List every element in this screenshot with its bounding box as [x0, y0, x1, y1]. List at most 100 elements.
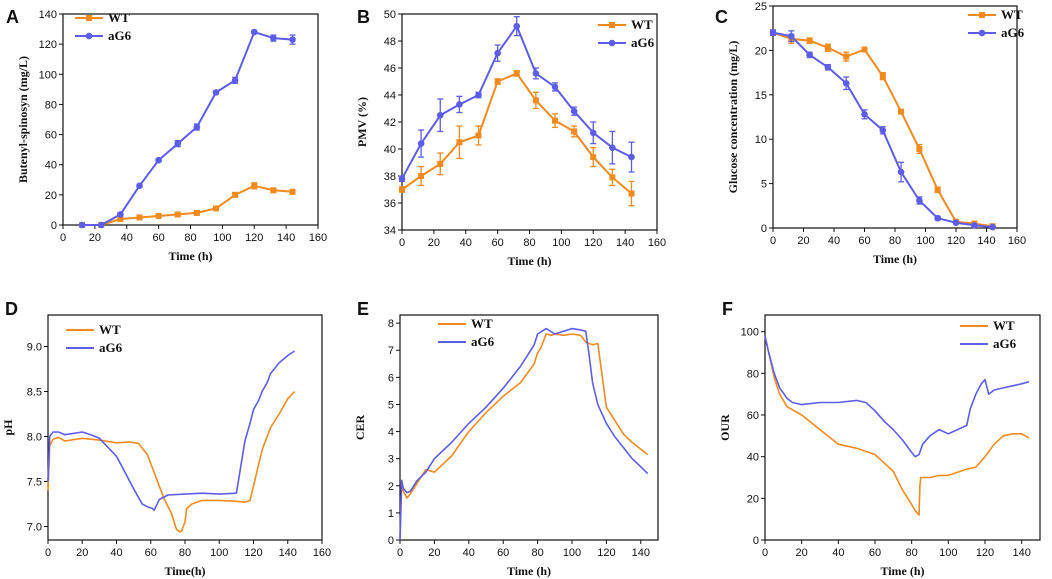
series-wt	[764, 335, 1030, 516]
data-point	[212, 89, 220, 96]
legend: WT aG6	[438, 316, 495, 349]
series-line	[47, 350, 296, 512]
data-point	[769, 29, 777, 36]
data-point	[456, 139, 463, 146]
y-tick-label: 20	[45, 190, 57, 202]
x-axis-label: Time(h)	[164, 564, 205, 578]
x-axis-label: Time (h)	[507, 254, 551, 268]
x-tick-label: 20	[796, 547, 808, 559]
data-point	[551, 83, 559, 91]
y-tick-label: 100	[741, 327, 759, 339]
x-tick-label: 100	[939, 547, 957, 559]
y-tick-label: 7.0	[27, 522, 42, 534]
x-axis-label: Time (h)	[507, 564, 551, 578]
y-tick-label: 50	[384, 9, 396, 21]
data-point	[174, 211, 181, 218]
x-tick-label: 140	[279, 547, 297, 559]
panel-c: 0 20 40 60 80 100 120 140 160 0 5 10 15 20 25 Time (h) G…	[715, 1, 1026, 266]
data-point	[532, 97, 539, 104]
x-tick-label: 80	[184, 232, 196, 244]
data-point	[897, 168, 905, 176]
legend: WT aG6	[968, 7, 1025, 40]
y-tick-label: 46	[384, 63, 396, 75]
y-axis-label: pH	[1, 419, 15, 436]
data-point	[117, 211, 124, 218]
x-tick-label: 80	[906, 547, 918, 559]
data-point	[136, 182, 143, 190]
x-tick-label: 40	[832, 547, 844, 559]
data-point	[788, 32, 795, 40]
series-line	[764, 335, 1030, 516]
y-tick-label: 100	[39, 69, 57, 81]
data-point	[437, 160, 444, 167]
data-point	[155, 212, 162, 219]
data-point	[879, 127, 887, 134]
panel-letter: C	[715, 7, 728, 27]
x-tick-label: 100	[916, 235, 934, 247]
series-ag6	[47, 350, 296, 512]
y-axis-label: OUR	[718, 414, 732, 441]
series-ag6	[78, 28, 296, 229]
x-tick-label: 0	[45, 547, 51, 559]
x-tick-label: 80	[889, 235, 901, 247]
y-tick-label: 3	[388, 454, 394, 466]
x-tick-label: 100	[213, 232, 231, 244]
legend-label: WT	[631, 17, 653, 32]
data-point	[842, 79, 850, 87]
legend: WT aG6	[598, 17, 655, 50]
series-line	[399, 327, 649, 541]
x-tick-label: 80	[179, 547, 191, 559]
y-tick-label: 36	[384, 198, 396, 210]
panel-b: 0 20 40 60 80 100 120 140 160 34 36 38 40 42 44 46 48 50 T…	[355, 7, 666, 268]
x-tick-label: 120	[245, 232, 263, 244]
x-tick-label: 40	[828, 235, 840, 247]
series-line	[399, 333, 649, 541]
y-tick-label: 0	[753, 535, 759, 547]
legend-label: WT	[471, 316, 493, 331]
x-tick-label: 20	[428, 237, 440, 249]
y-tick-label: 7	[388, 345, 394, 357]
series-ag6	[399, 327, 649, 541]
legend: WT aG6	[75, 10, 132, 43]
data-point	[136, 214, 143, 221]
legend-label: aG6	[631, 35, 655, 50]
y-tick-label: 0	[761, 223, 767, 235]
x-tick-label: 0	[399, 237, 405, 249]
data-point	[590, 154, 597, 161]
y-tick-label: 60	[45, 130, 57, 142]
y-tick-label: 40	[747, 452, 759, 464]
legend-marker	[608, 39, 616, 47]
data-point	[971, 222, 978, 229]
data-point	[193, 209, 200, 216]
x-axis-label: Time (h)	[168, 249, 212, 263]
data-point	[475, 132, 482, 139]
data-point	[513, 22, 521, 30]
x-tick-label: 120	[244, 547, 262, 559]
data-point	[513, 70, 520, 77]
data-point	[399, 186, 405, 193]
y-tick-label: 40	[384, 144, 396, 156]
y-tick-label: 5	[388, 399, 394, 411]
series-ag6	[764, 335, 1030, 458]
y-tick-label: 20	[755, 45, 767, 57]
panel-letter: A	[6, 7, 19, 27]
x-tick-label: 140	[277, 232, 295, 244]
panel-letter: B	[357, 7, 370, 27]
data-point	[989, 223, 996, 231]
legend-marker	[86, 15, 92, 21]
data-point	[456, 101, 463, 108]
data-point	[916, 197, 923, 204]
y-tick-label: 140	[39, 9, 57, 21]
data-point	[289, 36, 296, 43]
data-point	[532, 70, 540, 77]
x-tick-label: 60	[858, 235, 870, 247]
series-line	[82, 184, 293, 226]
y-axis-label: Butenyl-spinosyn (mg/L)	[16, 56, 30, 183]
y-axis-label: Glucose concentration (mg/L)	[726, 41, 740, 194]
data-point	[861, 111, 868, 118]
y-tick-label: 48	[384, 36, 396, 48]
data-point	[232, 191, 239, 198]
data-point	[436, 111, 444, 119]
y-tick-label: 42	[384, 117, 396, 129]
